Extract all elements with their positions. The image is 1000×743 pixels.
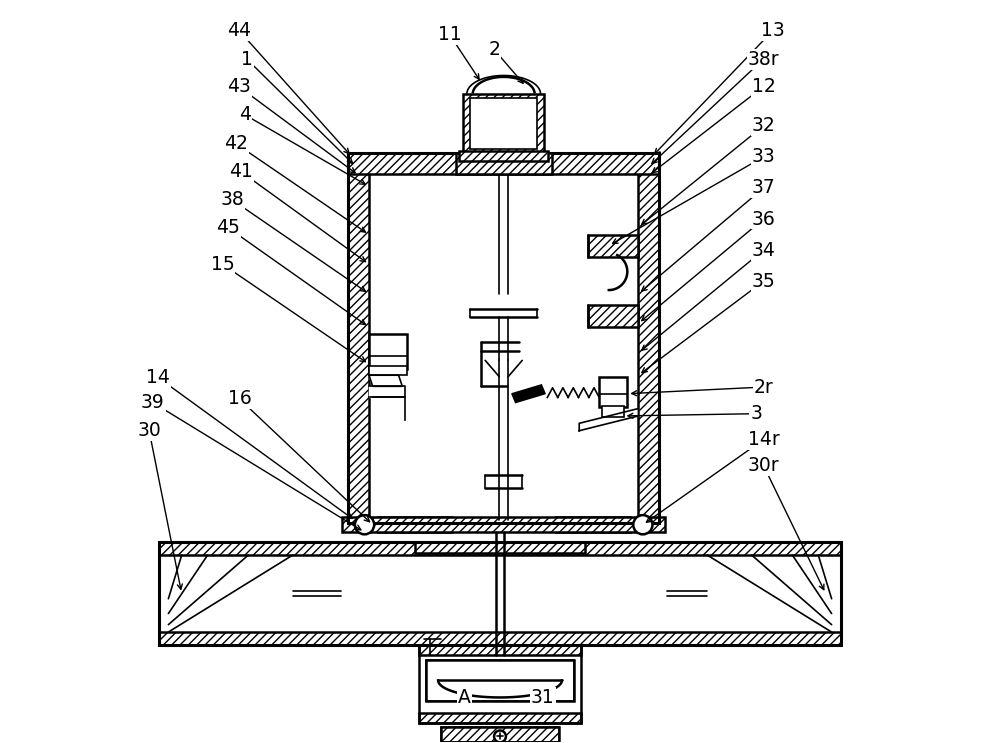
Text: 16: 16 [228,389,251,409]
Bar [159,542,841,646]
Bar [426,660,574,701]
Text: A: A [458,688,471,707]
Text: 2r: 2r [754,377,773,397]
Text: 32: 32 [752,116,775,135]
Bar [348,153,659,174]
Bar [470,97,537,149]
Bar [459,151,548,160]
Text: 37: 37 [752,178,775,198]
Text: 38r: 38r [748,50,779,68]
Bar [556,517,630,532]
Bar [159,632,841,646]
Text: 44: 44 [227,22,251,41]
Text: 2: 2 [488,40,500,59]
Circle shape [355,515,374,534]
Text: 36: 36 [752,210,775,229]
Text: 42: 42 [224,134,248,153]
Text: 30r: 30r [748,456,779,475]
Bar [588,305,638,327]
Polygon shape [579,409,638,431]
Text: 43: 43 [227,77,251,96]
Text: 38: 38 [220,190,244,210]
Bar [638,153,659,523]
Bar [342,517,665,532]
Polygon shape [512,385,545,403]
Text: 41: 41 [229,162,253,181]
Text: 30: 30 [137,421,161,440]
Circle shape [494,730,506,742]
Text: 14r: 14r [748,430,779,449]
Bar [369,334,407,369]
Bar [348,153,659,523]
Bar [348,153,369,523]
Circle shape [633,515,652,534]
Text: 45: 45 [216,218,240,238]
Bar [602,406,624,418]
Text: 15: 15 [211,255,234,273]
Bar [419,646,581,655]
Bar [441,727,559,742]
Text: 1: 1 [241,50,253,68]
Text: 14: 14 [146,368,170,387]
Bar [159,542,841,646]
Bar [456,153,552,174]
Text: 35: 35 [752,272,775,291]
Bar [369,366,407,375]
Bar [599,377,627,407]
Text: 33: 33 [752,147,775,166]
Bar [419,713,581,723]
Bar [426,660,574,701]
Text: 3: 3 [750,404,762,424]
Polygon shape [369,386,405,398]
Text: 39: 39 [141,393,165,412]
Bar [348,153,659,523]
Text: 13: 13 [761,22,784,41]
Bar [415,542,585,553]
Bar [378,517,452,532]
Bar [419,646,581,723]
Text: 11: 11 [438,25,462,44]
Bar [588,235,638,257]
Text: 34: 34 [752,241,775,259]
Bar [159,542,841,555]
Bar [463,94,544,153]
Text: 31: 31 [531,688,555,707]
Text: 4: 4 [239,106,251,124]
Polygon shape [369,375,402,386]
Text: 12: 12 [752,77,775,96]
Bar [441,727,559,742]
